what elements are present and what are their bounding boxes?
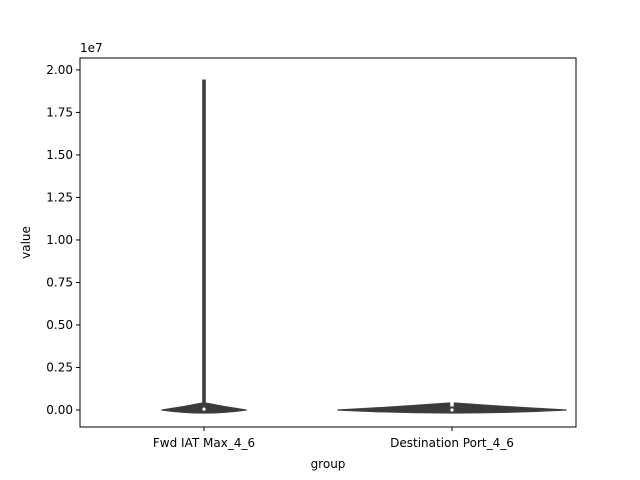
y-tick-label: 0.50 <box>46 318 73 332</box>
y-tick-label: 2.00 <box>46 63 73 77</box>
y-tick-label: 0.00 <box>46 403 73 417</box>
y-axis-ticks: 0.00 0.25 0.50 0.75 1.00 1.25 1.50 1.75 2.00 <box>46 63 80 417</box>
x-tick-label: Fwd IAT Max_4_6 <box>153 436 255 450</box>
y-axis-label: value <box>19 226 33 259</box>
y-tick-label: 1.75 <box>46 105 73 119</box>
x-axis-label: group <box>311 457 346 471</box>
y-offset-label: 1e7 <box>80 41 103 55</box>
plot-frame <box>79 57 577 428</box>
y-tick-label: 1.50 <box>46 148 73 162</box>
x-tick-label: Destination Port_4_6 <box>390 436 514 450</box>
violins-layer <box>161 79 567 414</box>
violin-group <box>337 402 567 414</box>
violin-median-marker <box>202 407 206 411</box>
violin-median-marker <box>450 408 454 412</box>
violin-group <box>161 79 247 414</box>
y-tick-label: 1.00 <box>46 233 73 247</box>
y-tick-label: 0.75 <box>46 275 73 289</box>
y-tick-label: 1.25 <box>46 190 73 204</box>
x-axis-ticks: Fwd IAT Max_4_6 Destination Port_4_6 <box>153 427 514 450</box>
y-tick-label: 0.25 <box>46 360 73 374</box>
